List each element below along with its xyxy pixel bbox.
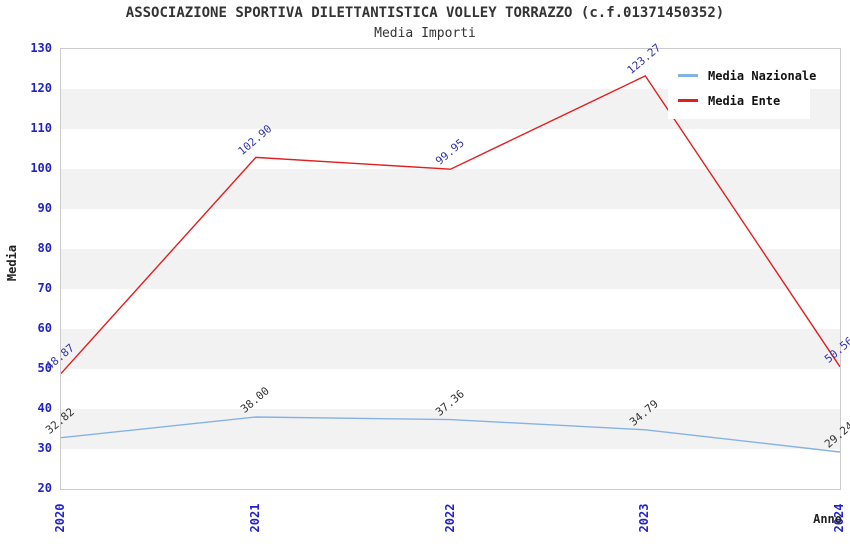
y-tick-label: 20 <box>37 481 52 495</box>
legend-item-media-ente: Media Ente <box>678 88 802 113</box>
x-tick-label: 2021 <box>247 503 262 533</box>
y-tick-label: 50 <box>37 361 52 375</box>
legend-label: Media Ente <box>708 93 781 108</box>
x-tick-label: 2022 <box>442 503 457 533</box>
chart-title: ASSOCIAZIONE SPORTIVA DILETTANTISTICA VO… <box>125 5 725 21</box>
y-tick-label: 100 <box>30 161 52 175</box>
x-tick-label: 2020 <box>53 503 67 533</box>
y-tick-label: 60 <box>37 321 52 335</box>
y-tick-label: 30 <box>37 441 52 455</box>
line-series-1 <box>61 75 840 374</box>
y-tick-label: 110 <box>30 121 52 135</box>
line-series-0 <box>61 416 840 453</box>
y-tick-label: 90 <box>37 201 52 215</box>
x-tick-label: 2023 <box>637 503 652 533</box>
chart-subtitle: Media Importi <box>374 26 476 41</box>
y-tick-label: 120 <box>30 81 52 95</box>
y-tick-label: 40 <box>37 401 52 415</box>
y-tick-label: 80 <box>37 241 52 255</box>
legend: Media Nazionale Media Ente <box>668 57 816 119</box>
line-series-canvas <box>61 75 840 453</box>
legend-item-media-nazionale: Media Nazionale <box>678 63 816 88</box>
y-tick-label: 70 <box>37 281 52 295</box>
legend-line-swatch-blue <box>678 74 698 77</box>
y-tick-label: 130 <box>30 41 52 55</box>
y-axis-title: Media <box>5 244 19 282</box>
plot-area <box>60 48 841 490</box>
x-axis-title: Anno <box>813 512 842 526</box>
legend-line-swatch-red <box>678 99 698 102</box>
legend-label: Media Nazionale <box>708 68 817 83</box>
